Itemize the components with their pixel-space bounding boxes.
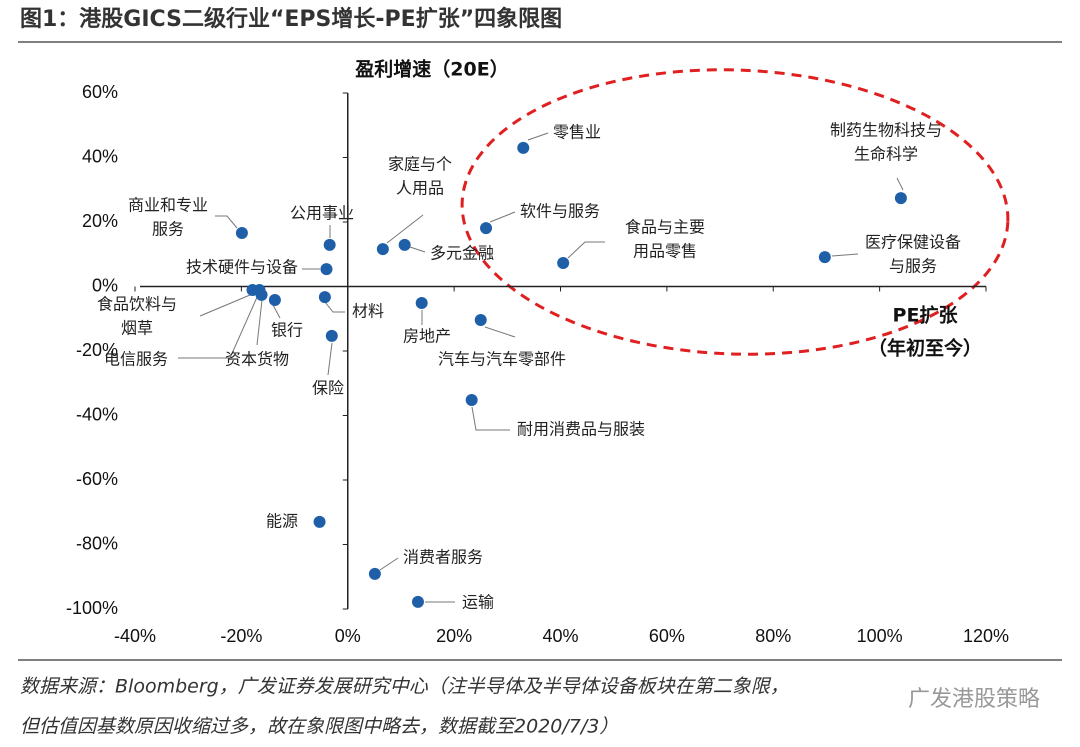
point-label: 房地产 (403, 327, 451, 346)
point-label: 资本货物 (225, 350, 289, 369)
point (313, 515, 326, 528)
point (320, 263, 333, 276)
point-label: 消费者服务 (403, 548, 483, 567)
leader-line (327, 342, 333, 376)
point (318, 291, 331, 304)
chart-title: 图1：港股GICS二级行业“EPS增长-PE扩张”四象限图 (20, 6, 562, 32)
x-tick-label: 120% (963, 626, 1009, 646)
y-tick-label: -80% (76, 533, 118, 553)
x-tick-label: 40% (542, 626, 578, 646)
point-label: 医疗保健设备 (865, 233, 961, 252)
point (894, 192, 907, 205)
point-label: 汽车与汽车零部件 (438, 350, 566, 369)
x-tick-label: 20% (436, 626, 472, 646)
y-axis-title: 盈利增速（20E） (354, 58, 508, 81)
point-label: 电信服务 (104, 350, 168, 369)
watermark: 广发港股策略 (908, 687, 1040, 712)
leader-line (324, 301, 345, 313)
leader-line (379, 557, 399, 571)
point (474, 314, 487, 327)
y-tick-label: -20% (76, 340, 118, 360)
leader-line (386, 214, 424, 244)
point (398, 238, 411, 251)
point-label: 食品与主要 (625, 218, 705, 237)
y-tick-label: 0% (92, 275, 118, 295)
leader-line (831, 253, 859, 257)
leader-line (256, 299, 263, 346)
point (376, 243, 389, 256)
y-tick-label: -60% (76, 469, 118, 489)
point-label: 零售业 (553, 123, 601, 142)
source-note: 数据来源：Bloomberg，广发证券发展研究中心（注半导体及半导体设备板块在第… (20, 676, 789, 698)
x-axis-title: （年初至今） (868, 337, 982, 360)
point-label: 家庭与个 (388, 155, 452, 174)
point-label: 材料 (352, 302, 384, 321)
x-tick-label: 0% (335, 626, 361, 646)
x-axis-title: PE扩张 (893, 305, 959, 327)
point-label: 能源 (266, 512, 298, 531)
leader-line (199, 294, 251, 317)
leader-line (471, 406, 510, 431)
leader-line (489, 211, 516, 223)
point (368, 567, 381, 580)
leader-line (272, 304, 281, 319)
point-label: 技术硬件与设备 (186, 258, 298, 277)
highlight-ellipse (460, 68, 1010, 356)
x-tick-label: 100% (857, 626, 903, 646)
leader-line (896, 177, 904, 191)
x-tick-label: 80% (755, 626, 791, 646)
y-tick-label: 40% (82, 146, 118, 166)
x-tick-label: -40% (114, 626, 156, 646)
point (557, 256, 570, 269)
point-label: 多元金融 (430, 244, 494, 263)
point (517, 141, 530, 154)
point-label: 食品饮料与 (97, 295, 177, 314)
point-label: 软件与服务 (520, 202, 600, 221)
point-label: 烟草 (121, 319, 153, 338)
y-tick-label: 20% (82, 211, 118, 231)
point-label: 用品零售 (633, 242, 697, 261)
leader-line (409, 246, 426, 253)
point (323, 238, 336, 251)
point-label: 服务 (152, 220, 184, 239)
point (411, 595, 424, 608)
point-label: 生命科学 (854, 145, 918, 164)
leader-line (215, 215, 238, 229)
point-label: 银行 (271, 321, 303, 340)
point-label: 制药生物科技与 (830, 121, 942, 140)
point-label: 人用品 (396, 179, 444, 198)
leader-line (527, 132, 549, 141)
point-label: 公用事业 (290, 204, 354, 223)
leader-line (178, 294, 259, 359)
y-tick-label: -40% (76, 404, 118, 424)
y-tick-label: 60% (82, 82, 118, 102)
x-tick-label: 60% (649, 626, 685, 646)
point (268, 294, 281, 307)
point (325, 329, 338, 342)
source-note: 但估值因基数原因收缩过多，故在象限图中略去，数据截至2020/7/3） (20, 716, 618, 738)
point-label: 商业和专业 (128, 196, 208, 215)
point (480, 222, 493, 235)
point (465, 394, 478, 407)
point-label: 与服务 (889, 257, 937, 276)
point (255, 288, 268, 301)
point (235, 226, 248, 239)
point-label: 耐用消费品与服装 (517, 420, 645, 439)
point-label: 保险 (312, 379, 344, 398)
point (818, 251, 831, 264)
leader-line (567, 241, 605, 259)
leader-line (484, 326, 516, 338)
y-tick-label: -100% (66, 598, 118, 618)
point (415, 296, 428, 309)
point-label: 运输 (462, 593, 494, 612)
x-tick-label: -20% (220, 626, 262, 646)
